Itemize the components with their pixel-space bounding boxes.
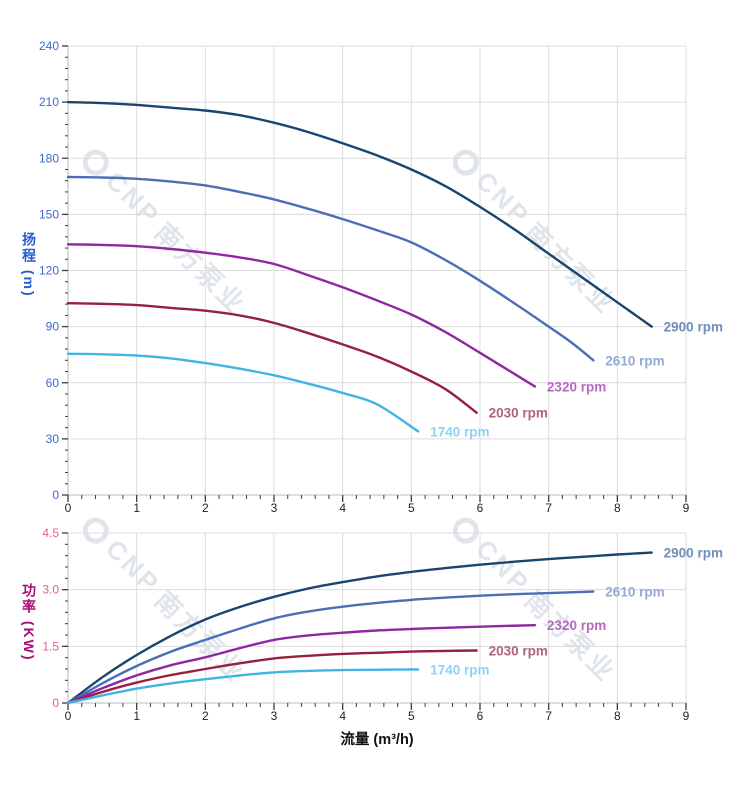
y-tick-label: 3.0 — [42, 583, 59, 597]
x-tick-label: 1 — [133, 501, 140, 515]
x-tick-label: 6 — [477, 709, 484, 723]
series-label-2610-rpm: 2610 rpm — [605, 585, 664, 600]
y-tick-label: 210 — [39, 95, 59, 109]
x-tick-label: 5 — [408, 501, 415, 515]
x-tick-label: 9 — [683, 501, 690, 515]
y-tick-label: 60 — [46, 376, 60, 390]
series-label-1740-rpm: 1740 rpm — [430, 424, 489, 439]
curve-2320-rpm — [66, 624, 537, 705]
x-tick-label: 3 — [271, 709, 278, 723]
series-label-1740-rpm: 1740 rpm — [430, 662, 489, 677]
x-tick-label: 8 — [614, 709, 621, 723]
x-tick-label: 4 — [339, 501, 346, 515]
x-tick-label: 6 — [477, 501, 484, 515]
series-label-2030-rpm: 2030 rpm — [489, 406, 548, 421]
x-tick-label: 0 — [65, 501, 72, 515]
curve-2610-rpm — [66, 175, 595, 362]
curve-2030-rpm — [66, 649, 478, 705]
curve-2900-rpm — [66, 551, 653, 705]
x-tick-label: 9 — [683, 709, 690, 723]
x-tick-label: 2 — [202, 501, 209, 515]
head-y-axis-title: 扬程 (m) — [21, 232, 37, 298]
y-tick-label: 1.5 — [42, 639, 59, 653]
x-tick-label: 4 — [339, 709, 346, 723]
series-label-2030-rpm: 2030 rpm — [489, 643, 548, 658]
series-label-2900-rpm: 2900 rpm — [664, 546, 723, 561]
x-tick-label: 5 — [408, 709, 415, 723]
y-tick-label: 0 — [52, 696, 59, 710]
series-label-2900-rpm: 2900 rpm — [664, 320, 723, 335]
curve-1740-rpm — [66, 668, 420, 705]
y-tick-label: 0 — [52, 488, 59, 502]
curve-2030-rpm — [66, 302, 478, 414]
x-tick-label: 1 — [133, 709, 140, 723]
curve-2320-rpm — [66, 243, 537, 388]
series-label-2320-rpm: 2320 rpm — [547, 379, 606, 394]
y-tick-label: 120 — [39, 264, 59, 278]
y-tick-label: 150 — [39, 207, 59, 221]
x-tick-label: 3 — [271, 501, 278, 515]
x-tick-label: 2 — [202, 709, 209, 723]
x-tick-label: 8 — [614, 501, 621, 515]
power-flow-chart: 0 1 2 3 4 5 6 7 8 9 0 1.5 3.0 4.5 2900 rpm 2610 rpm 2320… — [42, 526, 723, 723]
y-tick-label: 30 — [46, 432, 60, 446]
curve-1740-rpm — [66, 352, 420, 433]
y-tick-label: 240 — [39, 39, 59, 53]
series-label-2320-rpm: 2320 rpm — [547, 618, 606, 633]
power-y-axis-title: 功率 (KW) — [21, 583, 37, 662]
y-tick-label: 180 — [39, 151, 59, 165]
y-tick-label: 4.5 — [42, 526, 59, 540]
x-tick-label: 0 — [65, 709, 72, 723]
curve-2610-rpm — [66, 590, 595, 705]
series-label-2610-rpm: 2610 rpm — [605, 353, 664, 368]
curve-2900-rpm — [66, 100, 653, 328]
y-tick-label: 90 — [46, 320, 60, 334]
x-tick-label: 7 — [545, 709, 552, 723]
flow-x-axis-title: 流量 (m³/h) — [340, 732, 414, 748]
x-tick-label: 7 — [545, 501, 552, 515]
